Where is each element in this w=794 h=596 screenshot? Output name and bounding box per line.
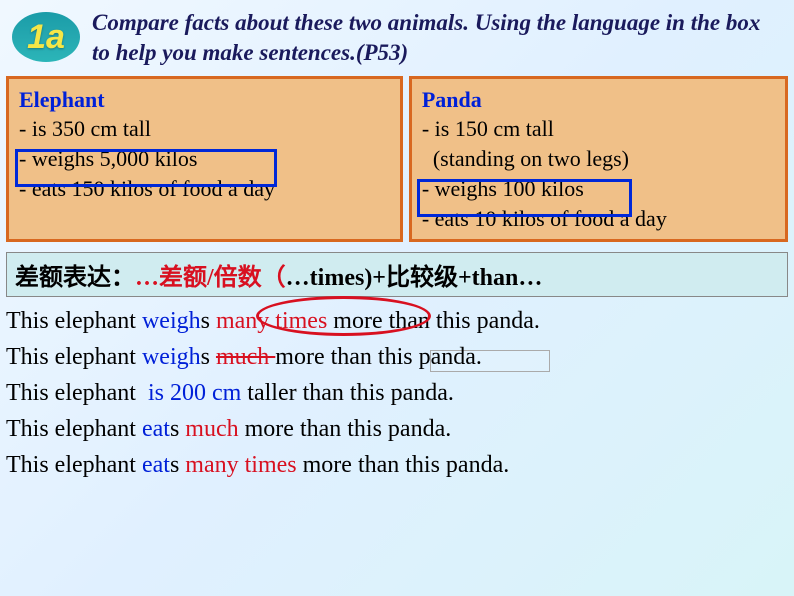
panda-box: Panda - is 150 cm tall (standing on two …: [409, 76, 788, 242]
sentences: This elephant weighs many times more tha…: [0, 303, 794, 483]
panda-fact-1b: (standing on two legs): [422, 144, 775, 174]
panda-fact-1: - is 150 cm tall: [422, 114, 775, 144]
exercise-badge: 1a: [12, 12, 80, 62]
elephant-fact-1: - is 350 cm tall: [19, 114, 390, 144]
sentence-2: This elephant weighs much more than this…: [6, 339, 788, 375]
elephant-title: Elephant: [19, 85, 390, 115]
formula-p3: …times)+比较级+than…: [286, 265, 543, 291]
panda-title: Panda: [422, 85, 775, 115]
elephant-box: Elephant - is 350 cm tall - weighs 5,000…: [6, 76, 403, 242]
instruction-text: Compare facts about these two animals. U…: [92, 8, 782, 68]
sentence-5: This elephant eats many times more than …: [6, 447, 788, 483]
formula-p1: 差额表达：: [15, 265, 135, 291]
highlight-rect-elephant: [15, 149, 277, 187]
red-circle-annotation: [256, 296, 431, 336]
formula-p2: …差额/倍数（: [135, 265, 286, 291]
highlight-rect-panda: [417, 179, 632, 217]
badge-label: 1a: [27, 18, 65, 57]
fact-boxes: Elephant - is 350 cm tall - weighs 5,000…: [0, 72, 794, 246]
sentence-4: This elephant eats much more than this p…: [6, 411, 788, 447]
formula-box: 差额表达：…差额/倍数（…times)+比较级+than…: [6, 252, 788, 297]
sentence-3: This elephant is 200 cm taller than this…: [6, 375, 788, 411]
